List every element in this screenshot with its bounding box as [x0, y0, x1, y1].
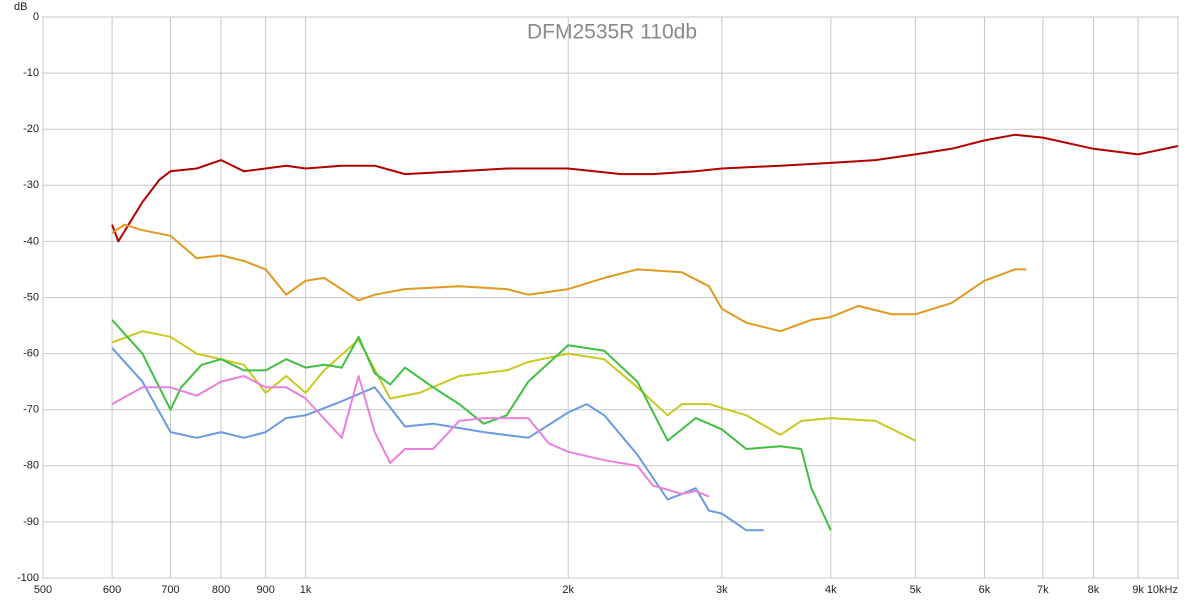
y-tick-label: -30 — [23, 179, 39, 191]
y-tick-label: -50 — [23, 291, 39, 303]
y-tick-label: -20 — [23, 123, 39, 135]
x-tick-label: 900 — [257, 584, 275, 596]
y-tick-label: -100 — [17, 572, 39, 584]
series-line — [111, 347, 764, 532]
y-tick-label: 0 — [33, 11, 39, 23]
x-tick-label: 700 — [161, 584, 179, 596]
x-tick-label: 500 — [34, 584, 52, 596]
series-line — [111, 375, 710, 498]
y-tick-label: -70 — [23, 404, 39, 416]
y-axis-label: dB — [14, 1, 27, 13]
x-tick-label: 800 — [212, 584, 230, 596]
y-tick-label: -90 — [23, 516, 39, 528]
series-line — [111, 330, 916, 442]
x-tick-label: 8k — [1088, 584, 1100, 596]
x-tick-label: 10kHz — [1147, 584, 1178, 596]
x-tick-label: 4k — [825, 584, 837, 596]
y-tick-label: -80 — [23, 460, 39, 472]
x-tick-label: 3k — [716, 584, 728, 596]
x-tick-label: 5k — [910, 584, 922, 596]
series-line — [111, 319, 832, 531]
y-tick-label: -40 — [23, 235, 39, 247]
x-tick-label: 600 — [103, 584, 121, 596]
y-tick-label: -60 — [23, 348, 39, 360]
x-tick-label: 2k — [562, 584, 574, 596]
x-tick-label: 7k — [1037, 584, 1049, 596]
chart-title: DFM2535R 110db — [527, 21, 697, 44]
y-tick-label: -10 — [23, 67, 39, 79]
series-line — [111, 133, 1179, 243]
x-tick-label: 1k — [300, 584, 312, 596]
x-tick-label: 9k — [1132, 584, 1144, 596]
series-line — [111, 223, 1027, 333]
x-tick-label: 6k — [979, 584, 991, 596]
